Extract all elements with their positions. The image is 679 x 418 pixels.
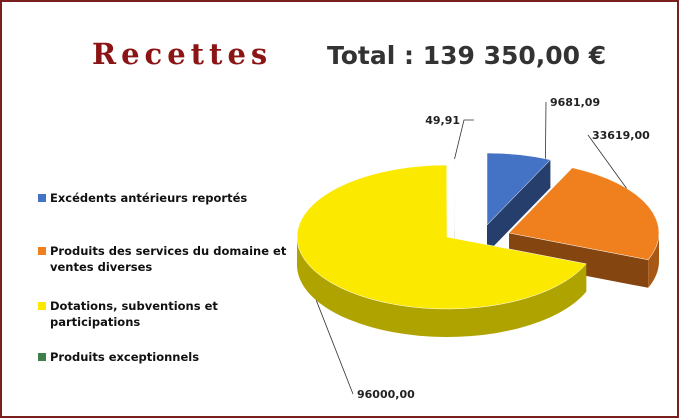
slice-side (297, 237, 587, 338)
data-label: 96000,00 (357, 388, 415, 401)
legend-swatch (38, 247, 46, 255)
legend-item: Excédents antérieurs reportés (38, 190, 290, 206)
chart-subtitle: Total : 139 350,00 € (327, 41, 606, 70)
slice (508, 167, 660, 261)
data-label: 49,91 (425, 114, 460, 127)
legend-swatch (38, 353, 46, 361)
data-label: 9681,09 (550, 96, 600, 109)
legend-label: Dotations, subventions et participations (50, 299, 218, 329)
slice-side (509, 233, 649, 288)
chart-title: Recettes (92, 37, 272, 71)
legend-label: Produits des services du domaine et vent… (50, 244, 287, 274)
leader-line (587, 134, 627, 189)
slice (486, 152, 551, 226)
legend-item: Produits exceptionnels (38, 349, 290, 365)
legend-swatch (38, 194, 46, 202)
leader-line (545, 101, 547, 159)
leader-line (454, 119, 474, 160)
legend-label: Produits exceptionnels (50, 350, 200, 364)
legend-item: Produits des services du domaine et vent… (38, 243, 290, 275)
data-label: 33619,00 (592, 129, 650, 142)
leader-line (315, 300, 354, 395)
legend-label: Excédents antérieurs reportés (50, 191, 248, 205)
legend-swatch (38, 302, 46, 310)
slice-side (487, 159, 551, 253)
legend-item: Dotations, subventions et participations (38, 298, 290, 330)
slice (296, 164, 587, 310)
